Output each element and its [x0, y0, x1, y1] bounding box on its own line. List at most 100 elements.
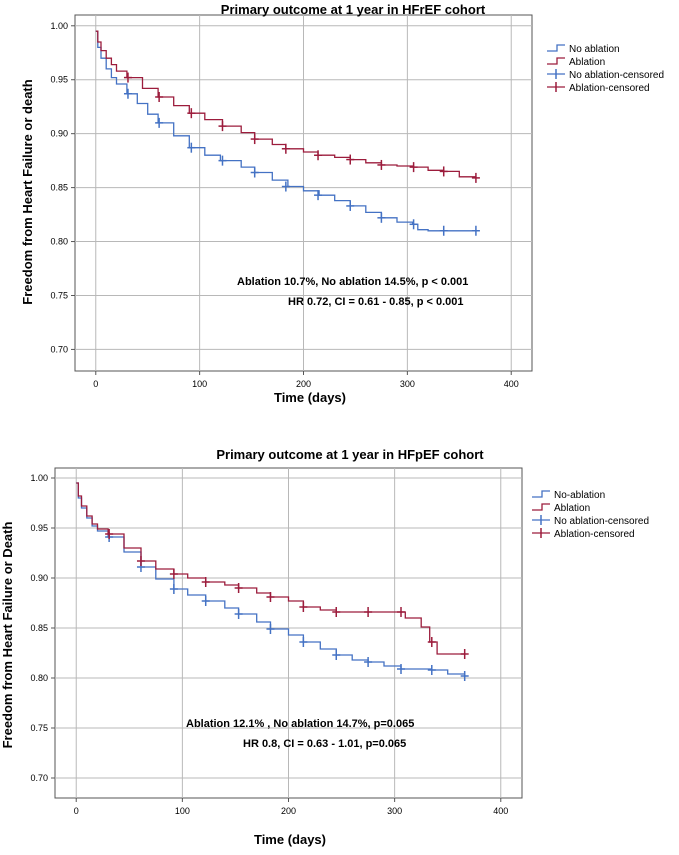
- x-axis-label: Time (days): [274, 390, 346, 405]
- censor-mark-1: [281, 143, 290, 154]
- censor-mark-0: [299, 637, 308, 647]
- censor-mark-0: [427, 665, 436, 675]
- legend-label: Ablation-censored: [569, 83, 650, 94]
- x-tick-label: 300: [387, 806, 402, 816]
- legend-item-1: Ablation: [532, 503, 590, 514]
- legend-label: Ablation: [569, 57, 605, 68]
- survival-curve-0: [95, 30, 476, 232]
- legend-label: No ablation: [569, 44, 620, 55]
- censor-mark-0: [439, 225, 448, 236]
- censor-mark-0: [346, 200, 355, 211]
- y-tick-label: 0.85: [50, 183, 68, 193]
- chart-title: Primary outcome at 1 year in HFpEF cohor…: [216, 447, 484, 462]
- y-tick-label: 0.75: [50, 290, 68, 300]
- x-tick-label: 0: [74, 806, 79, 816]
- censor-mark-0: [123, 88, 132, 99]
- km-chart-hfref-svg: 0.70 0.75 0.80 0.85 0.90 0.95 1.00 0 100 200 300 40…: [20, 2, 664, 405]
- chart-title: Primary outcome at 1 year in HFrEF cohor…: [221, 2, 486, 17]
- censor-mark-0: [281, 181, 290, 192]
- y-tick-label: 0.70: [50, 344, 68, 354]
- censor-mark-1: [439, 166, 448, 177]
- legend-label: No ablation-censored: [569, 70, 664, 81]
- censor-mark-0: [332, 650, 341, 660]
- censor-mark-1: [314, 150, 323, 161]
- x-tick-label: 300: [400, 379, 415, 389]
- legend-item-1: Ablation: [547, 57, 605, 68]
- x-axis-label: Time (days): [254, 832, 326, 847]
- km-chart-hfpef-svg: 0.70 0.75 0.80 0.85 0.90 0.95 1.00 0 100 200 300 40…: [0, 447, 649, 847]
- km-chart-hfpef: 0.70 0.75 0.80 0.85 0.90 0.95 1.00 0 100 200 300 40…: [0, 440, 679, 850]
- legend-label: No ablation-censored: [554, 516, 649, 527]
- censor-mark-1: [299, 602, 308, 612]
- censor-mark-1: [364, 607, 373, 617]
- legend-label: No-ablation: [554, 490, 605, 501]
- legend-line: [532, 490, 550, 498]
- y-tick-label: 0.95: [30, 523, 48, 533]
- censor-mark-0: [250, 167, 259, 178]
- censor-mark-1: [409, 162, 418, 173]
- censor-mark-0: [218, 155, 227, 166]
- legend-item-3: Ablation-censored: [547, 82, 650, 94]
- legend-item-2: No ablation-censored: [547, 69, 664, 81]
- legend-label: Ablation-censored: [554, 529, 635, 540]
- censor-mark-1: [471, 172, 480, 183]
- censor-mark-1: [218, 121, 227, 132]
- legend-label: Ablation: [554, 503, 590, 514]
- censor-mark-0: [169, 584, 178, 594]
- x-tick-label: 0: [93, 379, 98, 389]
- y-tick-label: 0.70: [30, 773, 48, 783]
- censor-mark-0: [471, 225, 480, 236]
- censor-mark-1: [332, 607, 341, 617]
- censor-mark-1: [234, 583, 243, 593]
- censor-mark-1: [346, 154, 355, 165]
- censor-mark-1: [105, 529, 114, 539]
- censor-mark-0: [234, 609, 243, 619]
- x-tick-label: 200: [281, 806, 296, 816]
- censor-mark-0: [266, 624, 275, 634]
- legend-item-0: No-ablation: [532, 490, 605, 501]
- censor-mark-1: [155, 91, 164, 102]
- x-tick-label: 400: [504, 379, 519, 389]
- censor-mark-1: [266, 592, 275, 602]
- y-tick-label: 0.80: [50, 237, 68, 247]
- x-tick-label: 100: [175, 806, 190, 816]
- censor-mark-0: [460, 671, 469, 681]
- x-tick-label: 100: [192, 379, 207, 389]
- y-tick-label: 1.00: [50, 21, 68, 31]
- censor-mark-0: [155, 117, 164, 128]
- y-tick-label: 0.95: [50, 75, 68, 85]
- y-tick-label: 0.90: [30, 573, 48, 583]
- y-axis-label: Freedom from Heart Failure or death: [20, 79, 35, 304]
- y-tick-label: 0.90: [50, 129, 68, 139]
- censor-mark-0: [201, 596, 210, 606]
- annotation-1: HR 0.72, CI = 0.61 - 0.85, p < 0.001: [288, 296, 464, 308]
- censor-mark-0: [187, 142, 196, 153]
- annotation-1: HR 0.8, CI = 0.63 - 1.01, p=0.065: [243, 738, 406, 750]
- legend-item-3: Ablation-censored: [532, 528, 635, 540]
- legend-line: [547, 44, 565, 52]
- censor-mark-1: [397, 607, 406, 617]
- censor-mark-1: [201, 577, 210, 587]
- legend-line: [532, 503, 550, 511]
- y-axis-label: Freedom from Heart Failure or Death: [0, 522, 15, 749]
- censor-mark-1: [169, 569, 178, 579]
- x-tick-label: 400: [493, 806, 508, 816]
- annotation-0: Ablation 12.1% , No ablation 14.7%, p=0.…: [186, 718, 414, 730]
- censor-mark-1: [427, 637, 436, 647]
- censor-mark-1: [250, 134, 259, 145]
- km-chart-hfref: 0.70 0.75 0.80 0.85 0.90 0.95 1.00 0 100 200 300 40…: [0, 0, 679, 410]
- censor-mark-0: [409, 219, 418, 230]
- legend-item-0: No ablation: [547, 44, 620, 55]
- censor-mark-1: [136, 556, 145, 566]
- y-tick-label: 0.80: [30, 673, 48, 683]
- y-tick-label: 1.00: [30, 473, 48, 483]
- legend-line: [547, 57, 565, 65]
- legend-item-2: No ablation-censored: [532, 515, 649, 527]
- censor-mark-1: [123, 72, 132, 83]
- x-tick-label: 200: [296, 379, 311, 389]
- censor-mark-0: [377, 212, 386, 223]
- censor-mark-1: [377, 159, 386, 170]
- censor-mark-1: [187, 108, 196, 119]
- censor-mark-1: [460, 649, 469, 659]
- censor-mark-0: [364, 657, 373, 667]
